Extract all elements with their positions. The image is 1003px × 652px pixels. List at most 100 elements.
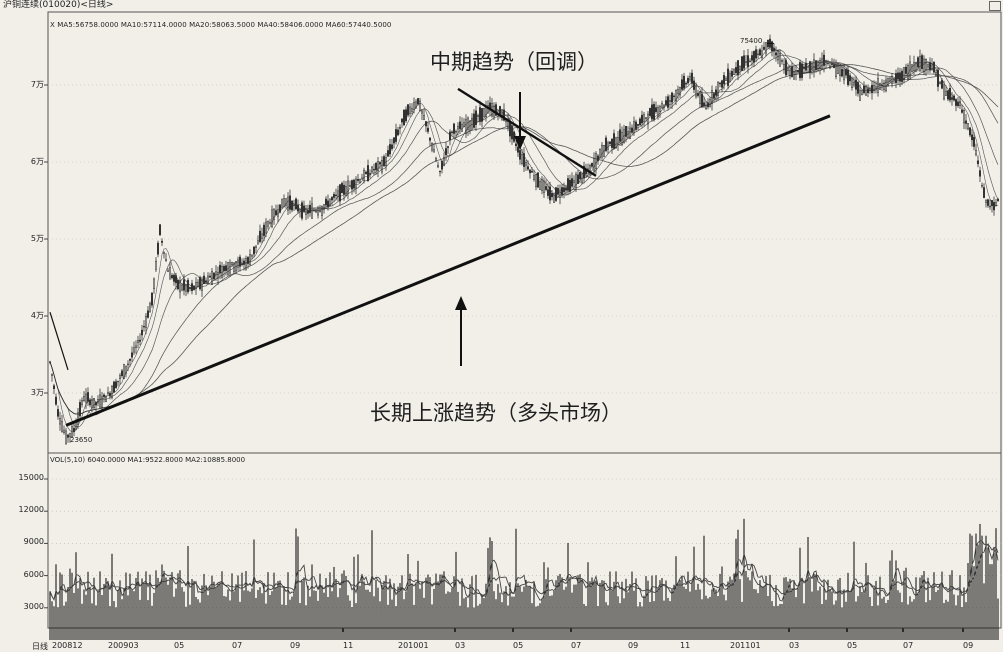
candle-body bbox=[847, 69, 849, 86]
candle-body bbox=[427, 127, 429, 132]
candle-body bbox=[101, 396, 103, 408]
candle-body bbox=[521, 154, 523, 164]
candle-body bbox=[981, 185, 983, 187]
candle-body bbox=[173, 274, 175, 282]
candle-body bbox=[717, 81, 719, 96]
candle-body bbox=[103, 394, 105, 397]
candle-body bbox=[141, 329, 143, 336]
low-label: 23650 bbox=[70, 436, 93, 444]
candle-body bbox=[243, 260, 245, 265]
candle-body bbox=[309, 204, 311, 213]
candle-body bbox=[713, 93, 715, 99]
candle-body bbox=[253, 246, 255, 255]
candle-body bbox=[219, 264, 221, 274]
candle-body bbox=[921, 55, 923, 70]
candle-body bbox=[595, 153, 597, 169]
candle-body bbox=[577, 174, 579, 184]
candle-body bbox=[135, 345, 137, 348]
candle-body bbox=[93, 398, 95, 409]
candle-body bbox=[483, 108, 485, 118]
candle-body bbox=[601, 144, 603, 158]
candle-body bbox=[193, 285, 195, 290]
candle-body bbox=[55, 396, 57, 405]
candle-body bbox=[263, 224, 265, 236]
candle-body bbox=[119, 375, 121, 379]
candle-body bbox=[329, 198, 331, 206]
candle-body bbox=[481, 108, 483, 122]
candle-body bbox=[929, 62, 931, 71]
candle-body bbox=[645, 117, 647, 120]
candle-body bbox=[657, 107, 659, 117]
candle-body bbox=[303, 205, 305, 212]
candle-body bbox=[821, 58, 823, 71]
candle-body bbox=[591, 163, 593, 167]
x-tick-label: 09 bbox=[628, 641, 639, 650]
candle-body bbox=[753, 51, 755, 63]
candle-body bbox=[447, 146, 449, 148]
candle-body bbox=[671, 92, 673, 103]
candle-body bbox=[79, 402, 81, 417]
candle-body bbox=[677, 89, 679, 94]
candle-body bbox=[961, 109, 963, 113]
candle-body bbox=[975, 149, 977, 155]
candle-body bbox=[121, 370, 123, 377]
candle-body bbox=[401, 118, 403, 123]
candle-body bbox=[749, 60, 751, 63]
candle-body bbox=[413, 101, 415, 110]
candle-body bbox=[83, 396, 85, 402]
volume-tick-label: 3000 bbox=[23, 601, 44, 611]
candle-body bbox=[395, 129, 397, 142]
candle-body bbox=[139, 339, 141, 342]
candle-body bbox=[159, 224, 161, 236]
candle-body bbox=[665, 100, 667, 106]
candle-body bbox=[549, 186, 551, 201]
candle-body bbox=[751, 55, 753, 61]
candle-body bbox=[345, 186, 347, 196]
candle-body bbox=[403, 109, 405, 126]
candle-body bbox=[617, 137, 619, 145]
candle-body bbox=[989, 205, 991, 208]
candle-body bbox=[109, 392, 111, 397]
candle-body bbox=[325, 198, 327, 206]
candle-body bbox=[553, 193, 555, 203]
candle-body bbox=[89, 399, 91, 406]
candle-body bbox=[729, 73, 731, 82]
candle-body bbox=[259, 230, 261, 242]
down-arrow-head-icon bbox=[514, 136, 526, 150]
price-tick-label: 3万 bbox=[30, 388, 44, 397]
ma40-line bbox=[49, 61, 999, 415]
candle-body bbox=[689, 76, 691, 81]
candle-body bbox=[157, 242, 159, 255]
candle-body bbox=[687, 78, 689, 84]
candle-body bbox=[453, 123, 455, 134]
candle-body bbox=[785, 60, 787, 76]
candle-body bbox=[161, 240, 163, 243]
candle-body bbox=[107, 392, 109, 395]
candle-body bbox=[609, 141, 611, 144]
candle-body bbox=[179, 280, 181, 293]
candle-body bbox=[631, 127, 633, 133]
candle-body bbox=[567, 178, 569, 191]
candle-body bbox=[273, 209, 275, 221]
candle-body bbox=[611, 138, 613, 148]
x-tick-label: 201001 bbox=[398, 641, 429, 650]
candle-body bbox=[899, 72, 901, 82]
candle-body bbox=[747, 55, 749, 68]
candle-body bbox=[441, 160, 443, 170]
candle-body bbox=[409, 106, 411, 114]
candle-body bbox=[167, 270, 169, 272]
candle-body bbox=[185, 284, 187, 292]
volume-tick-label: 6000 bbox=[23, 569, 44, 579]
candle-body bbox=[327, 200, 329, 208]
candle-body bbox=[849, 75, 851, 82]
candle-body bbox=[91, 400, 93, 408]
chart-frame bbox=[47, 11, 1002, 629]
candle-body bbox=[837, 63, 839, 74]
candle-body bbox=[607, 142, 609, 150]
candle-body bbox=[249, 254, 251, 266]
window-control-icon[interactable] bbox=[989, 1, 1001, 11]
candle-body bbox=[399, 127, 401, 129]
candle-body bbox=[461, 123, 463, 132]
candle-body bbox=[943, 84, 945, 100]
candle-body bbox=[137, 340, 139, 343]
